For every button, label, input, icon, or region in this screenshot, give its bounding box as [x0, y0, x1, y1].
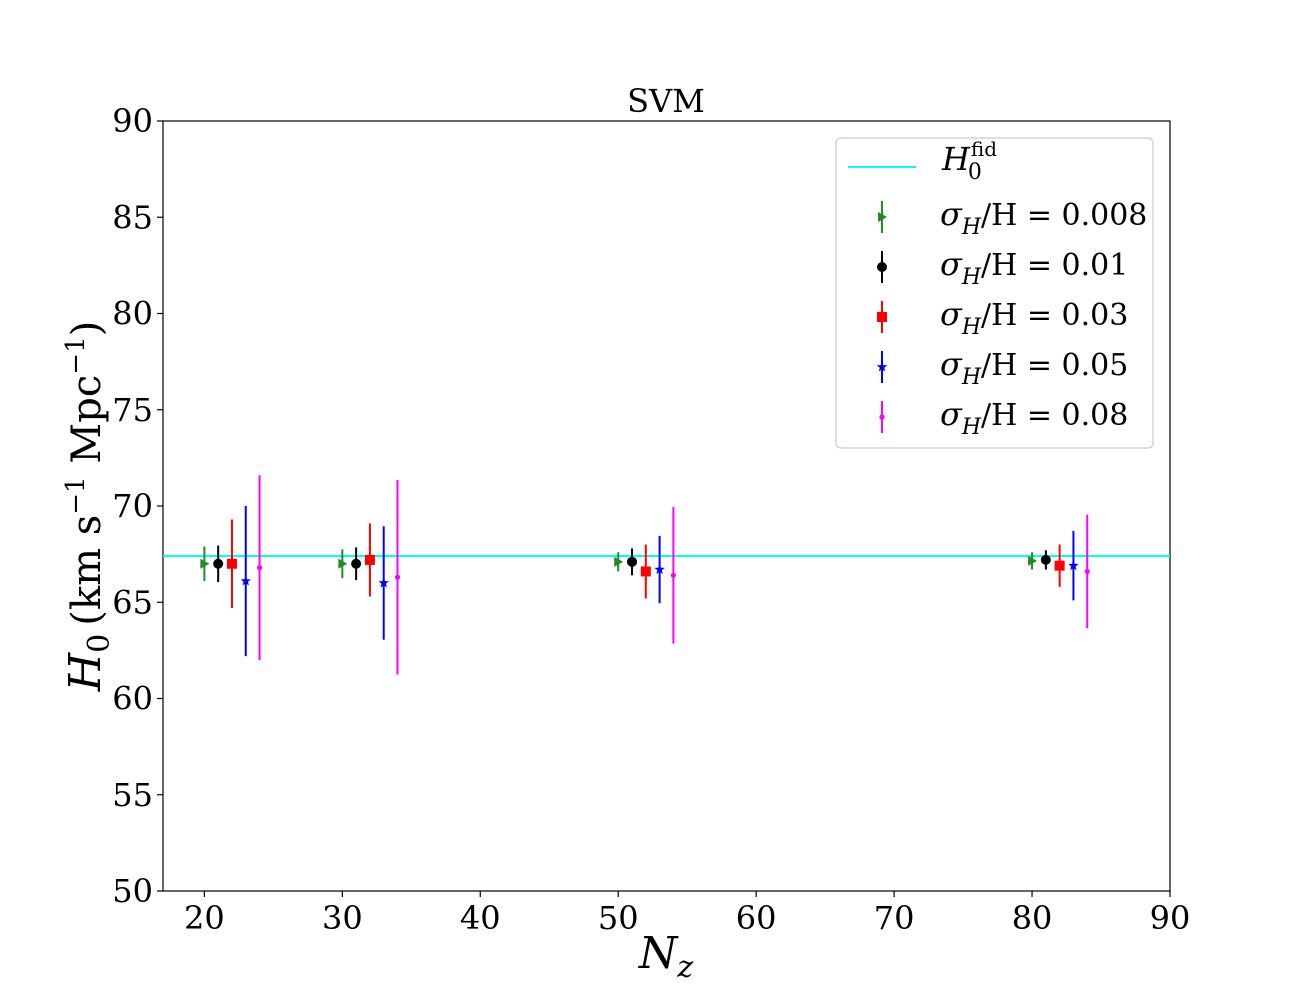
legend-marker — [876, 361, 888, 372]
legend-label: σH/H = 0.08 — [940, 395, 1128, 440]
legend-box — [835, 137, 1154, 449]
x-tick-label: 90 — [1150, 899, 1191, 937]
y-tick-label: 90 — [112, 102, 153, 140]
series-3 — [226, 519, 1065, 609]
legend-marker — [879, 414, 885, 420]
legend-entry: σH/H = 0.01 — [877, 245, 1128, 290]
data-point — [1028, 555, 1038, 566]
x-axis-label: Nz — [638, 928, 694, 985]
data-point — [200, 558, 210, 569]
legend-marker — [877, 312, 887, 322]
y-tick-label: 50 — [112, 872, 153, 910]
series-5 — [256, 475, 1090, 675]
data-point — [351, 558, 362, 569]
y-tick-label: 55 — [112, 776, 153, 814]
x-tick-label: 30 — [322, 899, 363, 937]
data-point — [670, 572, 676, 578]
data-point — [627, 556, 638, 567]
data-point — [364, 554, 375, 565]
y-tick-label: 70 — [112, 487, 153, 525]
data-point — [213, 558, 224, 569]
y-axis-label: H0(km s−1 Mpc−1) — [60, 321, 117, 692]
data-point — [640, 566, 651, 577]
x-axis: 20 30 40 50 60 70 80 90 — [184, 891, 1190, 937]
legend-entry: σH/H = 0.03 — [877, 295, 1128, 340]
legend-label: σH/H = 0.05 — [940, 345, 1128, 390]
y-tick-label: 85 — [112, 198, 153, 236]
data-point — [240, 575, 251, 586]
legend-marker — [877, 262, 887, 272]
legend-reference-label: H0fid — [941, 137, 997, 185]
data-point — [1040, 554, 1051, 565]
legend-entry: σH/H = 0.008 — [878, 195, 1147, 240]
y-tick-label: 60 — [112, 680, 153, 718]
legend-label: σH/H = 0.01 — [940, 245, 1128, 290]
series-4 — [240, 506, 1079, 657]
data-point — [1054, 560, 1065, 571]
series-2 — [213, 545, 1051, 583]
x-tick-label: 40 — [460, 899, 501, 937]
y-tick-label: 80 — [112, 295, 153, 333]
y-axis: 50 55 60 65 70 75 80 85 90 — [112, 102, 163, 910]
x-tick-label: 70 — [874, 899, 915, 937]
legend: H0fid σH/H = 0.008 σH/H = 0.01 σH/H = 0.03… — [835, 137, 1154, 449]
data-point — [338, 558, 348, 569]
data-point — [256, 565, 263, 571]
series-group — [200, 475, 1090, 675]
data-point — [394, 574, 401, 580]
data-point — [1068, 560, 1079, 571]
legend-entry: σH/H = 0.05 — [876, 345, 1128, 390]
data-point — [614, 556, 624, 567]
legend-label: σH/H = 0.008 — [940, 195, 1147, 240]
x-tick-label: 80 — [1012, 899, 1053, 937]
y-tick-label: 75 — [112, 391, 153, 429]
data-point — [1084, 568, 1090, 575]
data-point — [378, 577, 389, 588]
x-tick-label: 20 — [184, 899, 225, 937]
data-point — [654, 564, 665, 574]
x-tick-label: 60 — [736, 899, 777, 937]
series-1 — [200, 546, 1038, 582]
x-tick-label: 50 — [598, 899, 639, 937]
legend-label: σH/H = 0.03 — [940, 295, 1128, 340]
data-point — [226, 558, 237, 569]
chart-title: SVM — [627, 82, 705, 120]
legend-entry: σH/H = 0.08 — [879, 395, 1128, 440]
legend-marker — [878, 212, 887, 222]
y-tick-label: 65 — [112, 583, 153, 621]
